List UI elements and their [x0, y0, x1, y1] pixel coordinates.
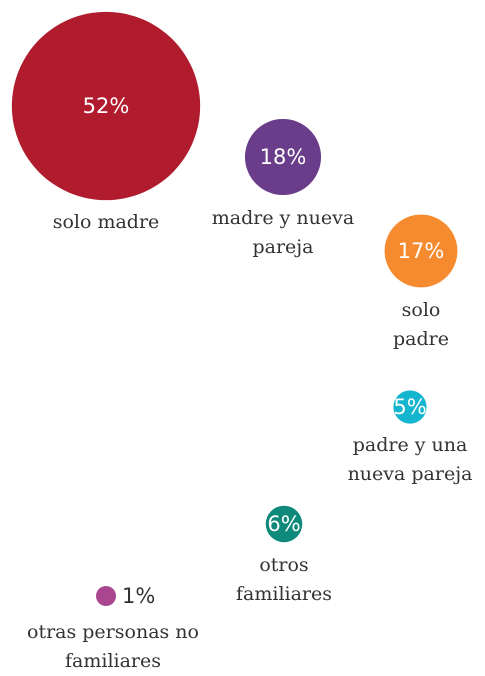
value-label: 18%: [260, 145, 307, 169]
bubble: [384, 214, 458, 288]
bubble: [393, 390, 427, 424]
value-label: 17%: [398, 239, 445, 263]
value-label: 5%: [393, 395, 426, 419]
category-label: madre y nueva pareja: [211, 207, 355, 258]
value-label: 6%: [267, 512, 300, 536]
bubble: [96, 586, 116, 606]
value-label: 52%: [83, 94, 130, 118]
category-label: solo padre: [393, 299, 449, 350]
category-label: padre y una nueva pareja: [347, 434, 473, 485]
category-label: solo madre: [52, 211, 160, 233]
value-label: 1%: [122, 584, 155, 608]
category-label: otras personas no familiares: [27, 621, 199, 672]
bubble: [11, 11, 201, 201]
category-label: otros familiares: [235, 554, 332, 605]
bubble: [244, 118, 322, 196]
bubble: [265, 505, 303, 543]
